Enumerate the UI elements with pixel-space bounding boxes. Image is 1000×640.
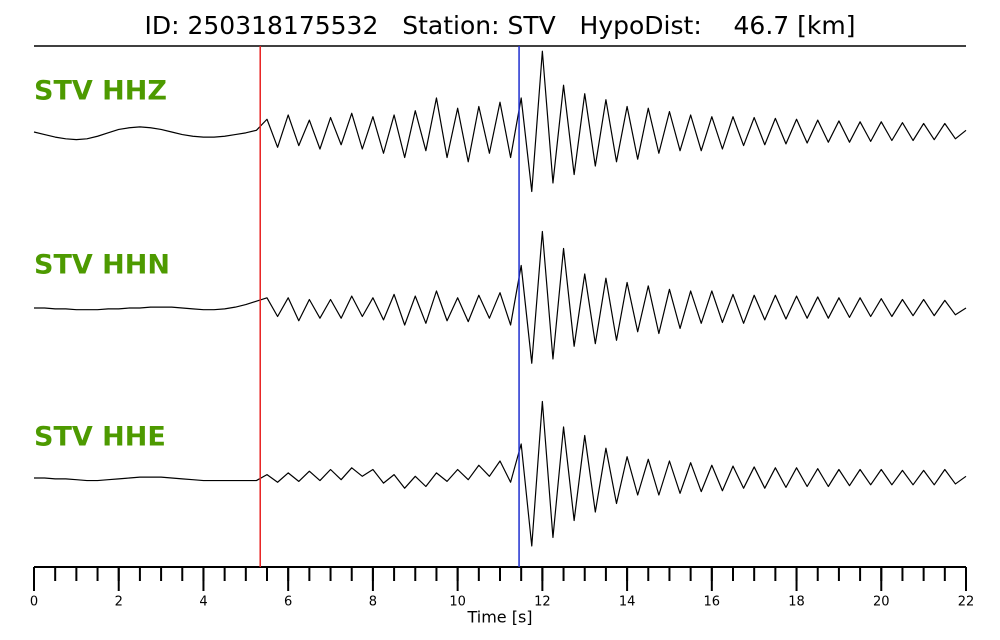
x-tick-label: 14 bbox=[619, 595, 636, 610]
x-tick-label: 18 bbox=[788, 595, 805, 610]
trace-label: STV HHZ bbox=[34, 76, 167, 107]
x-tick-label: 16 bbox=[704, 595, 721, 610]
x-tick-label: 4 bbox=[199, 595, 207, 610]
trace-label: STV HHN bbox=[34, 250, 170, 281]
waveform bbox=[34, 230, 967, 364]
x-tick-label: 20 bbox=[873, 595, 890, 610]
x-tick-label: 12 bbox=[534, 595, 551, 610]
x-tick-label: 2 bbox=[115, 595, 123, 610]
x-tick-label: 22 bbox=[958, 595, 975, 610]
chart-title: ID: 250318175532 Station: STV HypoDist: … bbox=[145, 11, 856, 40]
x-tick-label: 10 bbox=[449, 595, 466, 610]
x-tick-label: 0 bbox=[30, 595, 38, 610]
trace-label: STV HHE bbox=[34, 422, 166, 453]
x-axis-label: Time [s] bbox=[466, 608, 532, 627]
x-tick-label: 8 bbox=[369, 595, 377, 610]
x-tick-label: 6 bbox=[284, 595, 292, 610]
waveform bbox=[34, 400, 967, 547]
waveform bbox=[33, 50, 967, 193]
